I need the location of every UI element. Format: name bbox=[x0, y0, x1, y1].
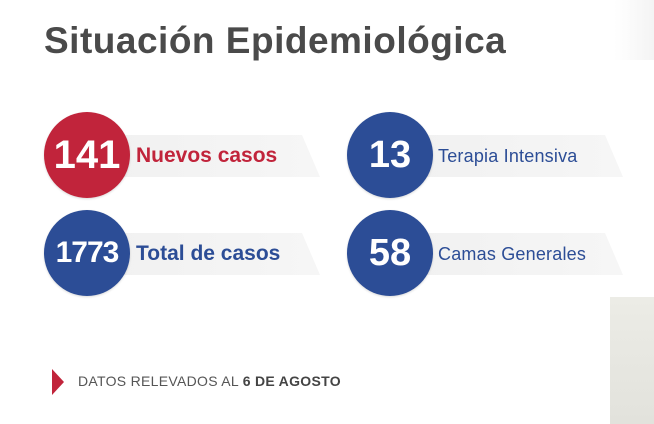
general-beds-label: Camas Generales bbox=[438, 244, 587, 264]
stat-total-cases: 1773 Total de casos bbox=[44, 210, 320, 300]
footer-text: DATOS RELEVADOS AL 6 DE AGOSTO bbox=[78, 373, 341, 389]
stat-value-circle: 58 bbox=[347, 210, 433, 296]
stat-value-circle: 13 bbox=[347, 112, 433, 198]
total-cases-value: 1773 bbox=[55, 236, 120, 269]
stat-label-bar bbox=[417, 233, 623, 275]
intensive-care-value: 13 bbox=[368, 133, 412, 176]
stat-intensive-care: 13 Terapia Intensiva bbox=[347, 112, 623, 202]
page-title: Situación Epidemiológica bbox=[44, 20, 507, 61]
stat-label-bar bbox=[417, 135, 623, 177]
new-cases-value: 141 bbox=[53, 132, 121, 177]
new-cases-label: Nuevos casos bbox=[136, 144, 278, 167]
stat-value-circle: 1773 bbox=[44, 210, 130, 296]
general-beds-value: 58 bbox=[368, 231, 412, 274]
triangle-marker-icon bbox=[52, 369, 64, 395]
video-overlay-edge bbox=[610, 297, 654, 424]
intensive-care-label: Terapia Intensiva bbox=[438, 146, 578, 166]
footer-date: 6 DE AGOSTO bbox=[242, 373, 341, 389]
stat-label-bar bbox=[114, 233, 320, 275]
stat-general-beds: 58 Camas Generales bbox=[347, 210, 623, 300]
stat-label-bar bbox=[114, 135, 320, 177]
stat-new-cases: 141 Nuevos casos bbox=[44, 112, 320, 202]
footer-prefix: DATOS RELEVADOS AL bbox=[78, 373, 243, 389]
frame-edge bbox=[614, 0, 654, 60]
total-cases-label: Total de casos bbox=[136, 242, 281, 265]
stat-value-circle: 141 bbox=[44, 112, 130, 198]
